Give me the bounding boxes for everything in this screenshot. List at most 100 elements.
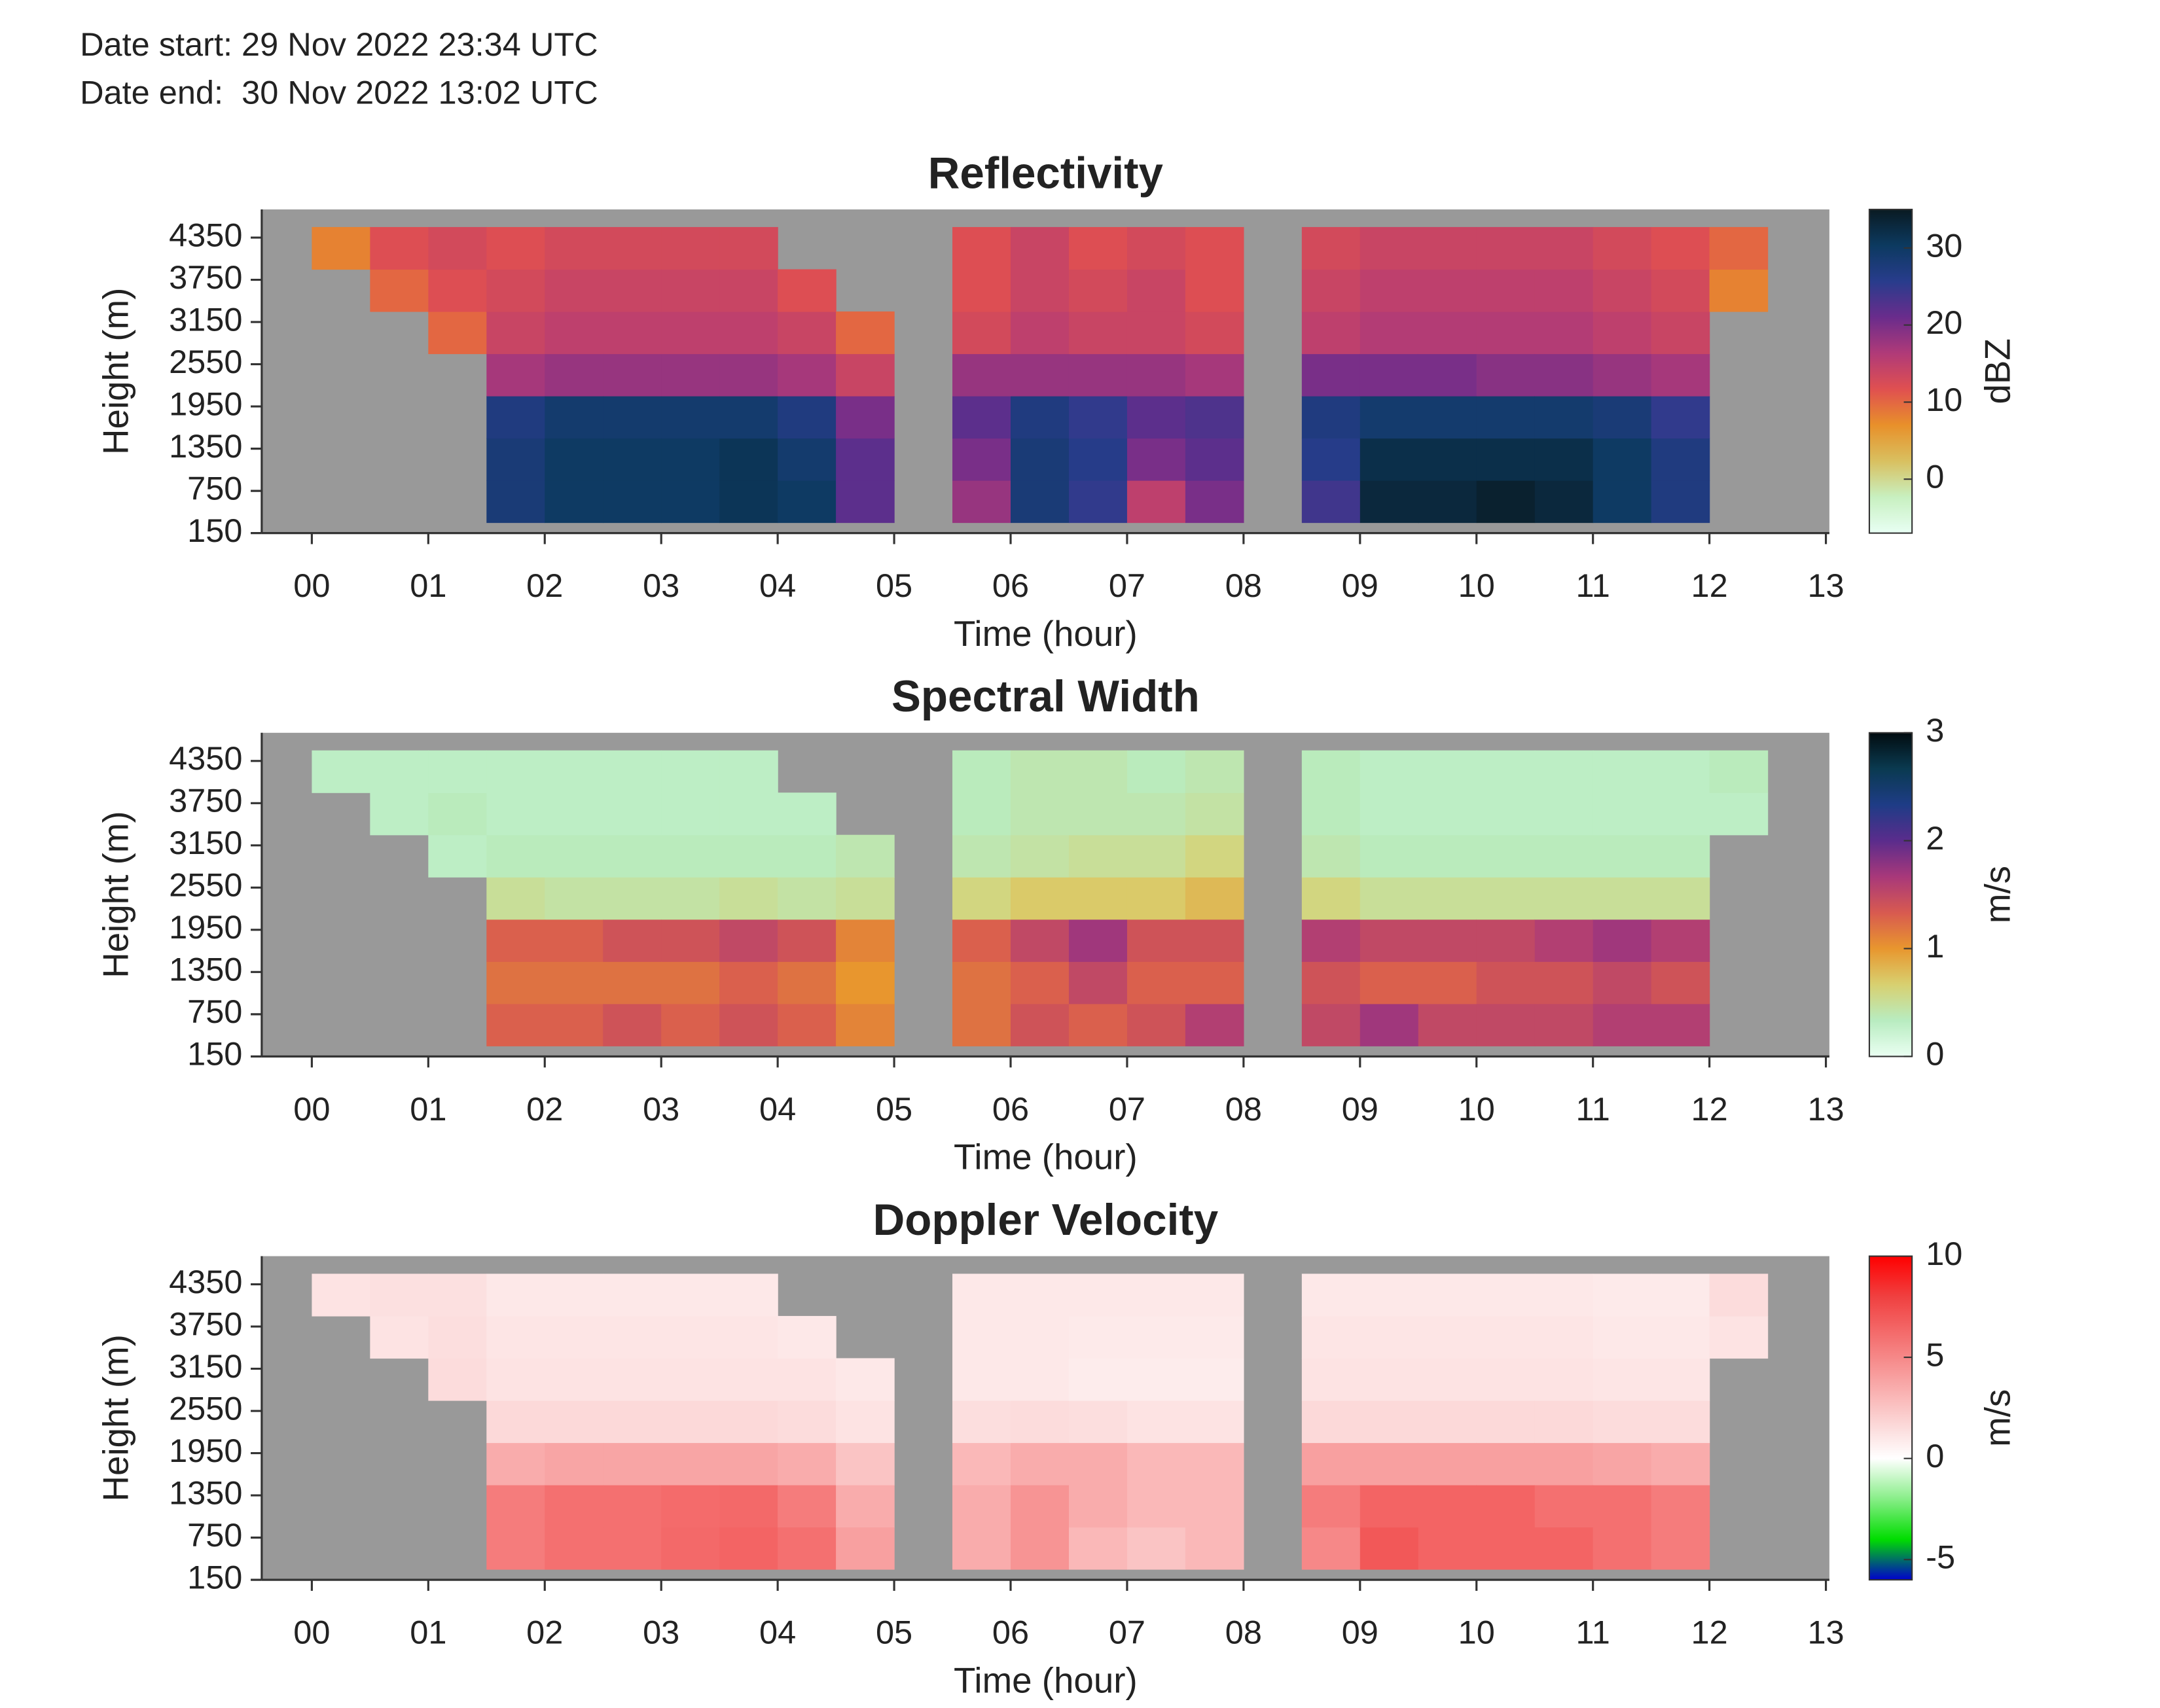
heatmap-cell: [952, 1273, 1011, 1317]
heatmap-cell: [778, 438, 837, 481]
heatmap-cell: [1359, 226, 1419, 270]
heatmap-cell: [952, 480, 1011, 524]
heatmap-cell: [1534, 1358, 1594, 1401]
heatmap-cell: [1185, 1003, 1244, 1046]
heatmap-cell: [1126, 1527, 1186, 1570]
x-tick-label: 07: [1109, 567, 1145, 604]
x-tick-label: 05: [876, 1090, 912, 1128]
heatmap-cell: [1068, 1400, 1128, 1444]
heatmap-cell: [486, 1484, 545, 1528]
heatmap-cell: [778, 919, 837, 962]
heatmap-cell: [719, 1315, 778, 1359]
heatmap-cell: [836, 1442, 895, 1486]
x-tick-label: 03: [643, 1090, 679, 1128]
heatmap-cell: [1418, 311, 1477, 355]
heatmap-cell: [1301, 226, 1361, 270]
heatmap-cell: [778, 1442, 837, 1486]
heatmap-cell: [428, 792, 487, 836]
heatmap-cell: [1126, 1484, 1186, 1528]
heatmap-cell: [778, 1315, 837, 1359]
y-tick-label: 3750: [169, 1305, 242, 1342]
heatmap-cell: [1418, 480, 1477, 524]
heatmap-cell: [1301, 1400, 1361, 1444]
heatmap-cell: [1709, 226, 1769, 270]
heatmap-cell: [1651, 269, 1710, 312]
heatmap-cell: [1301, 834, 1361, 878]
chart-title: Doppler Velocity: [873, 1196, 1219, 1245]
heatmap-cell: [312, 750, 370, 793]
heatmap-cell: [1185, 834, 1244, 878]
heatmap-cell: [603, 834, 662, 878]
heatmap-cell: [1011, 311, 1070, 355]
heatmap-cell: [836, 1358, 895, 1401]
heatmap-cell: [1534, 750, 1594, 793]
heatmap-cell: [1359, 480, 1419, 524]
heatmap-cell: [1593, 961, 1652, 1005]
heatmap-cell: [486, 438, 545, 481]
heatmap-cell: [1534, 1003, 1594, 1046]
heatmap-cell: [836, 311, 895, 355]
heatmap-cell: [1534, 395, 1594, 439]
y-tick-label: 150: [187, 1035, 242, 1073]
heatmap-cell: [952, 1315, 1011, 1359]
heatmap-cell: [1126, 269, 1186, 312]
heatmap-cell: [778, 1527, 837, 1570]
heatmap-cell: [1185, 1273, 1244, 1317]
heatmap-cell: [778, 353, 837, 397]
heatmap-cell: [1301, 438, 1361, 481]
heatmap-cell: [1185, 311, 1244, 355]
heatmap-cell: [1418, 919, 1477, 962]
heatmap-cell: [1593, 269, 1652, 312]
colorbar-tick-label: 2: [1926, 819, 1944, 857]
heatmap-cell: [1418, 353, 1477, 397]
heatmap-cell: [1011, 1442, 1070, 1486]
heatmap-cell: [1651, 877, 1710, 920]
heatmap-cell: [1126, 1273, 1186, 1317]
x-axis-label: Time (hour): [954, 613, 1138, 654]
heatmap-cell: [1418, 750, 1477, 793]
heatmap-cell: [1593, 877, 1652, 920]
heatmap-cell: [661, 1442, 720, 1486]
heatmap-cell: [719, 226, 778, 270]
heatmap-cell: [1418, 1358, 1477, 1401]
heatmap-cell: [719, 919, 778, 962]
heatmap-cell: [1534, 1527, 1594, 1570]
x-tick-label: 09: [1342, 1614, 1378, 1651]
heatmap-cell: [428, 226, 487, 270]
y-tick-label: 3150: [169, 824, 242, 861]
heatmap-cell: [1651, 311, 1710, 355]
heatmap-cell: [545, 395, 603, 439]
x-tick-label: 09: [1342, 567, 1378, 604]
heatmap-cell: [836, 438, 895, 481]
heatmap-cell: [719, 877, 778, 920]
heatmap-cell: [603, 1527, 662, 1570]
heatmap-cell: [1418, 226, 1477, 270]
x-tick-label: 02: [526, 1614, 563, 1651]
heatmap-cell: [661, 353, 720, 397]
x-tick-label: 09: [1342, 1090, 1378, 1128]
heatmap-cell: [370, 269, 429, 312]
colorbar-label: dBZ: [1977, 338, 2017, 404]
heatmap-cell: [1418, 1315, 1477, 1359]
heatmap-cell: [1359, 1315, 1419, 1359]
heatmap-cell: [1593, 226, 1652, 270]
heatmap-cell: [1068, 1273, 1128, 1317]
heatmap-cell: [486, 1315, 545, 1359]
y-tick-label: 3150: [169, 1347, 242, 1385]
heatmap-cell: [661, 919, 720, 962]
x-tick-label: 00: [293, 1090, 330, 1128]
colorbar-tick-label: 30: [1926, 226, 1962, 264]
heatmap-cell: [836, 877, 895, 920]
heatmap-cell: [1593, 1442, 1652, 1486]
colorbar: [1868, 1255, 1913, 1581]
heatmap-cell: [603, 438, 662, 481]
heatmap-cell: [1651, 1003, 1710, 1046]
heatmap-cell: [1126, 395, 1186, 439]
heatmap-cell: [486, 877, 545, 920]
heatmap-cell: [1301, 919, 1361, 962]
heatmap-cell: [428, 1273, 487, 1317]
heatmap-cell: [1185, 480, 1244, 524]
heatmap-cell: [1301, 1273, 1361, 1317]
heatmap-cell: [370, 1273, 429, 1317]
heatmap-cell: [1301, 1358, 1361, 1401]
